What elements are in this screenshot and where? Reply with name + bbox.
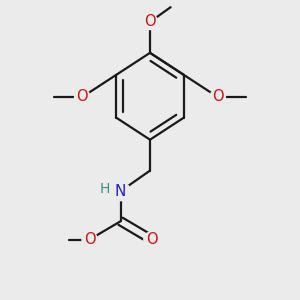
Circle shape [82, 232, 97, 247]
Text: H: H [99, 182, 110, 196]
Circle shape [144, 232, 159, 247]
Circle shape [75, 89, 90, 105]
Text: N: N [115, 184, 126, 199]
Text: O: O [144, 14, 156, 29]
Circle shape [210, 89, 225, 105]
Text: O: O [146, 232, 157, 247]
Text: O: O [84, 232, 95, 247]
Text: O: O [76, 89, 88, 104]
Circle shape [111, 182, 130, 201]
Text: O: O [212, 89, 224, 104]
Circle shape [142, 14, 158, 30]
